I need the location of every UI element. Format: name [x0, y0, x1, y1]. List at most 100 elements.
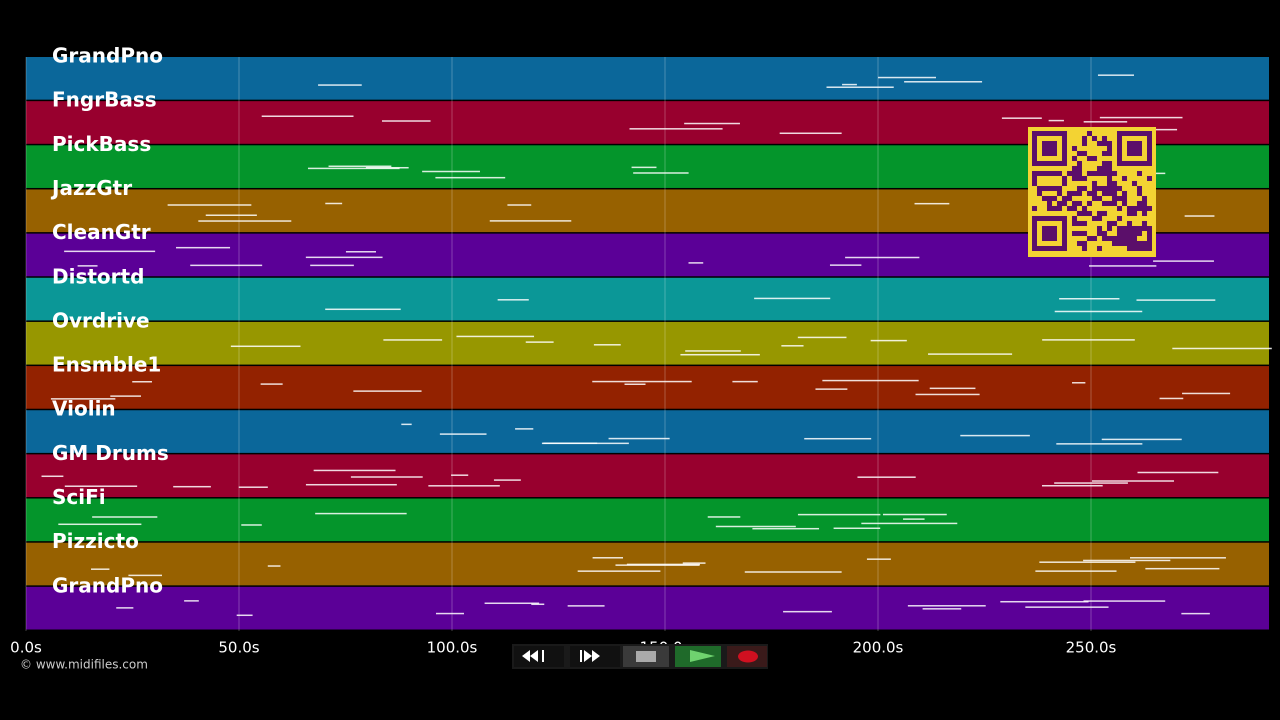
qr-cell — [1107, 166, 1112, 171]
qr-cell — [1092, 216, 1097, 221]
qr-cell — [1092, 236, 1097, 241]
note-stroke — [1136, 299, 1216, 301]
note-stroke — [624, 383, 646, 385]
note-stroke — [1153, 260, 1214, 262]
qr-cell — [1107, 186, 1112, 191]
note-stroke — [507, 204, 532, 206]
note-stroke — [960, 434, 1030, 437]
qr-cell — [1067, 206, 1072, 211]
note-stroke — [682, 562, 706, 564]
note-stroke — [92, 516, 158, 518]
button-bg — [514, 646, 564, 667]
note-stroke — [435, 612, 464, 615]
note-stroke — [236, 614, 253, 617]
note-stroke — [198, 220, 292, 222]
note-stroke — [456, 335, 535, 338]
note-stroke — [882, 513, 947, 516]
qr-cell — [1082, 241, 1087, 246]
qr-cell — [1117, 231, 1122, 236]
note-stroke — [1000, 600, 1089, 603]
qr-cell — [1127, 211, 1132, 216]
note-stroke — [833, 527, 881, 530]
qr-cell — [1087, 171, 1092, 176]
qr-cell — [1062, 176, 1067, 181]
qr-cell — [1112, 196, 1117, 201]
qr-cell — [1132, 181, 1137, 186]
qr-cell — [1117, 226, 1122, 231]
qr-cell — [1102, 236, 1107, 241]
qr-cell — [1082, 246, 1087, 251]
track-row — [26, 454, 1269, 498]
note-stroke — [870, 339, 907, 342]
note-stroke — [577, 570, 661, 572]
note-stroke — [261, 115, 354, 117]
note-stroke — [797, 513, 881, 516]
forward-button[interactable] — [570, 646, 620, 667]
qr-cell — [1102, 211, 1107, 216]
qr-cell — [1102, 186, 1107, 191]
qr-cell — [1112, 236, 1117, 241]
note-stroke — [325, 308, 401, 311]
note-stroke — [116, 607, 134, 609]
note-stroke — [307, 167, 400, 170]
rewind-button[interactable] — [514, 646, 564, 667]
note-stroke — [305, 483, 397, 486]
time-grid — [25, 57, 1092, 631]
note-stroke — [903, 518, 925, 520]
qr-cell — [1072, 146, 1077, 151]
qr-cell — [1042, 196, 1047, 201]
note-stroke — [238, 486, 268, 488]
qr-cell — [1032, 176, 1037, 181]
qr-cell — [1102, 231, 1107, 236]
qr-cell — [1102, 191, 1107, 196]
qr-cell — [1122, 191, 1127, 196]
qr-cell — [1102, 151, 1107, 156]
qr-cell — [1127, 221, 1132, 226]
note-stroke — [797, 336, 847, 339]
note-stroke — [1172, 347, 1272, 350]
qr-cell — [1127, 236, 1132, 241]
note-stroke — [1039, 561, 1136, 563]
qr-cell — [1072, 171, 1077, 176]
notes — [41, 74, 1272, 617]
note-stroke — [353, 390, 422, 392]
qr-cell — [1107, 181, 1112, 186]
qr-cell — [1092, 196, 1097, 201]
qr-cell — [1052, 196, 1057, 201]
qr-cell — [1107, 201, 1112, 206]
note-stroke — [744, 571, 842, 573]
qr-cell — [1117, 216, 1122, 221]
qr-cell — [1072, 231, 1077, 236]
qr-cell — [1077, 241, 1082, 246]
note-stroke — [1056, 443, 1143, 445]
track-row — [26, 57, 1269, 100]
play-button[interactable] — [675, 646, 721, 667]
track-name: Distortd — [52, 264, 144, 288]
note-stroke — [707, 516, 741, 518]
qr-cell — [1087, 156, 1092, 161]
qr-cell — [1052, 206, 1057, 211]
qr-cell — [1047, 206, 1052, 211]
note-stroke — [128, 574, 162, 577]
note-stroke — [176, 246, 231, 249]
qr-cell — [1077, 186, 1082, 191]
stop-button[interactable] — [623, 646, 669, 667]
note-stroke — [205, 214, 257, 216]
track-row — [26, 410, 1269, 453]
note-stroke — [1083, 121, 1128, 123]
qr-cell — [1137, 186, 1142, 191]
qr-cell — [1137, 241, 1142, 246]
note-stroke — [866, 558, 891, 560]
note-stroke — [345, 251, 376, 253]
qr-cell — [1072, 156, 1077, 161]
note-stroke — [543, 442, 598, 444]
qr-cell — [1092, 171, 1097, 176]
qr-cell — [1142, 211, 1147, 216]
qr-cell — [1147, 236, 1152, 241]
qr-cell — [1132, 236, 1137, 241]
record-button[interactable] — [727, 646, 767, 667]
qr-cell — [1122, 231, 1127, 236]
note-stroke — [1059, 297, 1120, 300]
qr-cell — [1067, 191, 1072, 196]
qr-cell — [1082, 221, 1087, 226]
